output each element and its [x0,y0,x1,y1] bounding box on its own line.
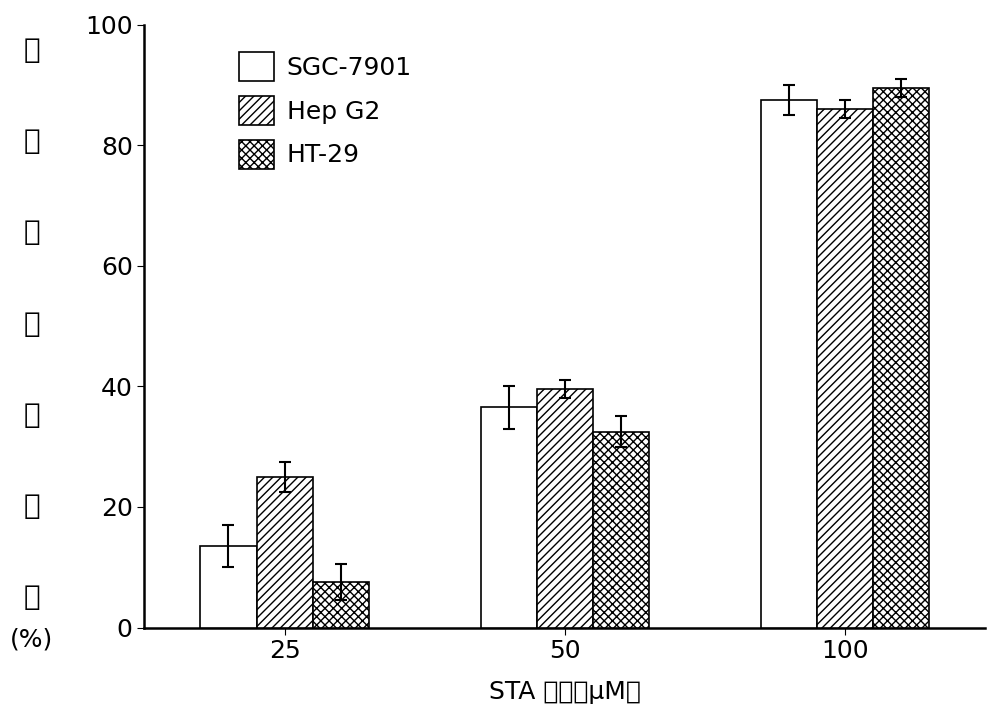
Legend: SGC-7901, Hep G2, HT-29: SGC-7901, Hep G2, HT-29 [224,37,427,183]
Bar [593,431,649,628]
Text: 制: 制 [24,492,40,520]
Text: 细: 细 [24,37,40,64]
Text: 存: 存 [24,219,40,247]
Text: 活: 活 [24,310,40,337]
Bar [761,100,817,628]
Bar [481,408,537,628]
Text: 胞: 胞 [24,127,40,155]
Bar [537,389,593,628]
Bar [200,546,257,628]
Bar [817,109,873,628]
Text: 率: 率 [24,583,40,610]
Text: (%): (%) [10,628,54,652]
Text: 抑: 抑 [24,400,40,429]
Bar [313,582,369,628]
Bar [873,88,929,628]
X-axis label: STA 浓度（μM）: STA 浓度（μM） [489,680,641,704]
Bar [257,477,313,628]
